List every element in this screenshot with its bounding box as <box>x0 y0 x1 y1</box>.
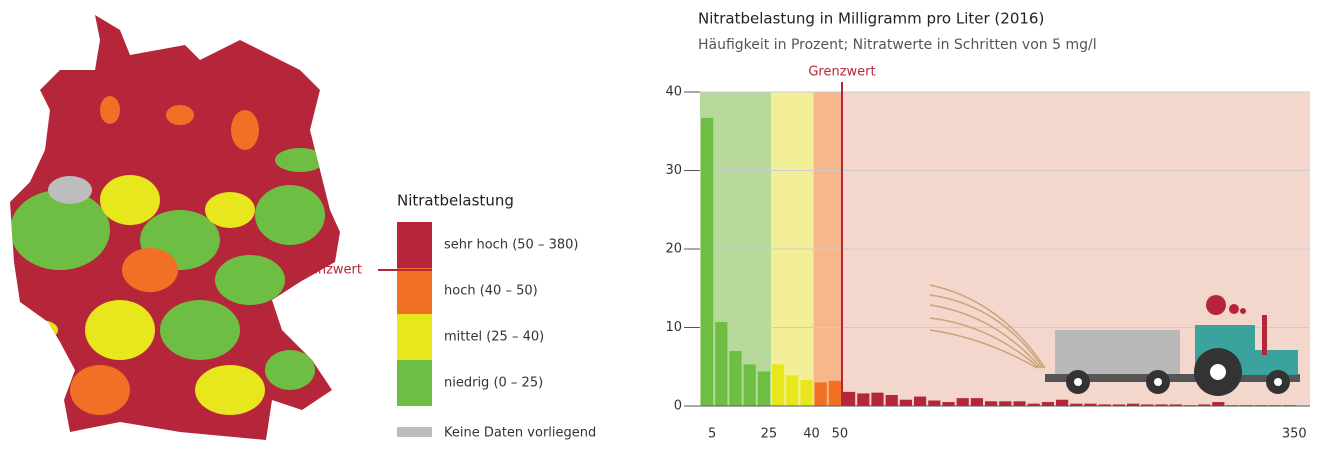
bar <box>886 395 898 406</box>
bar <box>871 393 883 406</box>
bar <box>843 392 855 406</box>
bar <box>1042 402 1054 406</box>
x-tick-label: 25 <box>761 427 778 442</box>
map <box>0 0 380 445</box>
threshold-label: Grenzwert <box>295 263 362 278</box>
legend-label: hoch (40 – 50) <box>444 284 538 299</box>
bar <box>1056 400 1068 406</box>
bar <box>715 322 727 406</box>
bar <box>815 382 827 406</box>
y-tick-label: 10 <box>665 320 682 335</box>
y-tick-label: 20 <box>665 242 682 257</box>
bar <box>900 400 912 406</box>
threshold-label: Grenzwert <box>808 65 875 80</box>
bar <box>957 398 969 406</box>
chart-subtitle: Häufigkeit in Prozent; Nitratwerte in Sc… <box>698 37 1097 53</box>
bar <box>786 375 798 406</box>
legend-swatch <box>397 360 432 406</box>
y-tick-label: 0 <box>674 399 682 414</box>
legend-title: Nitratbelastung <box>397 192 514 210</box>
legend-swatch <box>397 222 432 268</box>
legend-label: mittel (25 – 40) <box>444 330 544 345</box>
no-data-swatch <box>397 427 432 437</box>
legend-label: sehr hoch (50 – 380) <box>444 238 578 253</box>
bar <box>999 401 1011 406</box>
bar <box>1212 402 1224 406</box>
bar <box>857 393 869 406</box>
x-tick-label: 350 <box>1282 427 1307 442</box>
legend-swatch <box>397 268 432 314</box>
x-tick-label: 40 <box>803 427 820 442</box>
bar <box>729 351 741 406</box>
legend-label: niedrig (0 – 25) <box>444 376 543 391</box>
y-tick-label: 40 <box>665 85 682 100</box>
chart-title: Nitratbelastung in Milligramm pro Liter … <box>698 10 1044 28</box>
bar <box>800 380 812 406</box>
x-tick-label: 50 <box>832 427 849 442</box>
bar <box>758 371 770 406</box>
bar <box>971 398 983 406</box>
bar <box>772 364 784 406</box>
bar <box>701 118 713 406</box>
legend-swatch <box>397 314 432 360</box>
bar <box>829 381 841 406</box>
map-legend: sehr hoch (50 – 380) hoch (40 – 50) mittel… <box>397 222 578 406</box>
bar <box>985 401 997 406</box>
no-data-label: Keine Daten vorliegend <box>444 426 596 441</box>
bar <box>928 401 940 406</box>
y-tick-label: 30 <box>665 163 682 178</box>
page: Nitratbelastung sehr hoch (50 – 380) hoch… <box>0 0 1333 445</box>
bar <box>1013 401 1025 406</box>
bar <box>744 364 756 406</box>
x-tick-label: 5 <box>708 427 716 442</box>
bar <box>942 402 954 406</box>
bar <box>914 397 926 406</box>
